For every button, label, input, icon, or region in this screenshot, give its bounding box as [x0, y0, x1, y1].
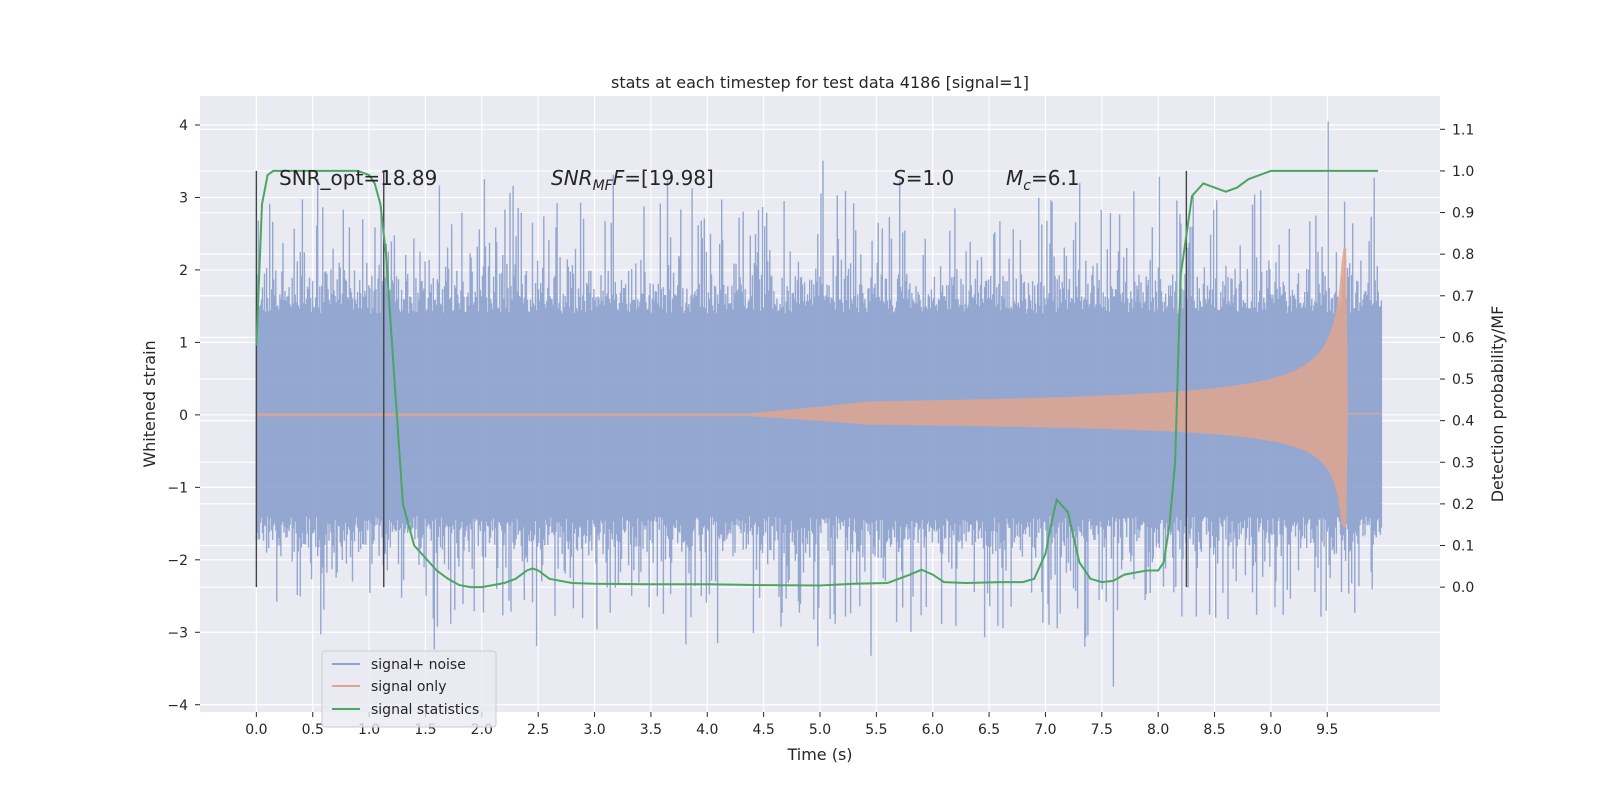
annotation-s-rest: =1.0 [906, 166, 955, 190]
annotation-mc-var: M [1006, 166, 1023, 190]
legend-box [321, 650, 497, 728]
x-tick-label: 4.0 [696, 722, 718, 738]
y-right-tick-label: 0.3 [1452, 455, 1474, 471]
y-tick-label: 4 [179, 118, 188, 134]
annotation-snr-opt: SNR_opt=18.89 [279, 166, 437, 190]
annotation-s: S=1.0 [893, 166, 954, 190]
chart-title: stats at each timestep for test data 418… [611, 73, 1029, 92]
x-tick-label: 7.0 [1034, 722, 1056, 738]
legend-label-signal-statistics: signal statistics [371, 702, 479, 718]
x-tick-label: 9.0 [1260, 722, 1282, 738]
y-axis-left-ticks: 4 3 2 1 0 −1 −2 −3 −4 [167, 118, 200, 714]
signal-only-series-group [255, 247, 1382, 528]
y-right-tick-label: 0.5 [1452, 372, 1474, 388]
series-signal-statistics [255, 169, 1378, 589]
annotation-s-var: S [893, 166, 906, 190]
x-tick-label: 0.0 [245, 722, 267, 738]
annotation-snr-mf-main: SNR [551, 166, 593, 190]
y-right-tick-label: 0.6 [1452, 330, 1474, 346]
y-axis-right-label: Detection probability/MF [1488, 306, 1507, 503]
annotation-mc-sub: c [1023, 178, 1031, 194]
signal-statistics-series-group [255, 169, 1378, 589]
y-tick-label: 2 [179, 263, 188, 279]
y-axis-label: Whitened strain [140, 340, 159, 467]
legend: signal+ noise signal only signal statist… [321, 650, 497, 728]
legend-label-signal-noise: signal+ noise [371, 657, 466, 673]
y-right-tick-label: 1.0 [1452, 164, 1474, 180]
x-tick-label: 3.0 [583, 722, 605, 738]
y-right-tick-label: 0.1 [1452, 539, 1474, 555]
x-tick-label: 8.5 [1203, 722, 1225, 738]
y-right-tick-label: 0.8 [1452, 247, 1474, 263]
y-tick-label: −1 [167, 480, 188, 496]
y-tick-label: −3 [167, 625, 188, 641]
annotation-snr-mf-rest: =[19.98] [624, 166, 714, 190]
annotation-mc-rest: =6.1 [1031, 166, 1080, 190]
annotation-snr-mf-sub: MF [593, 178, 614, 194]
x-axis-label: Time (s) [786, 745, 852, 764]
y-axis-right-ticks: 1.1 1.0 0.9 0.8 0.7 0.6 0.5 0.4 0.3 0.2 0.1 0.0 [1440, 122, 1474, 596]
y-right-tick-label: 0.9 [1452, 206, 1474, 222]
annotation-snr-mf: SNRMFF=[19.98] [551, 166, 714, 194]
x-tick-label: 4.5 [753, 722, 775, 738]
y-tick-label: −4 [167, 698, 188, 714]
annotation-mc: Mc=6.1 [1006, 166, 1080, 194]
x-tick-label: 3.5 [640, 722, 662, 738]
y-tick-label: 0 [179, 408, 188, 424]
x-tick-label: 2.5 [527, 722, 549, 738]
y-right-tick-label: 0.0 [1452, 580, 1474, 596]
x-tick-label: 6.0 [922, 722, 944, 738]
y-tick-label: 3 [179, 190, 188, 206]
y-tick-label: 1 [179, 335, 188, 351]
y-right-tick-label: 1.1 [1452, 122, 1474, 138]
y-right-tick-label: 0.7 [1452, 289, 1474, 305]
x-tick-label: 9.5 [1316, 722, 1338, 738]
y-right-tick-label: 0.4 [1452, 414, 1474, 430]
x-tick-label: 7.5 [1091, 722, 1113, 738]
annotation-snr-mf-f: F [613, 166, 625, 190]
legend-label-signal-only: signal only [371, 679, 446, 695]
x-tick-label: 6.5 [978, 722, 1000, 738]
series-signal-only [255, 247, 1382, 528]
x-tick-label: 8.0 [1147, 722, 1169, 738]
y-tick-label: −2 [167, 553, 188, 569]
x-tick-label: 0.5 [302, 722, 324, 738]
x-tick-label: 5.5 [865, 722, 887, 738]
x-tick-label: 5.0 [809, 722, 831, 738]
x-axis-ticks: 0.0 0.5 1.0 1.5 2.0 2.5 3.0 3.5 4.0 4.5 5.0 5.5 6.0 6… [245, 712, 1338, 738]
y-right-tick-label: 0.2 [1452, 497, 1474, 513]
